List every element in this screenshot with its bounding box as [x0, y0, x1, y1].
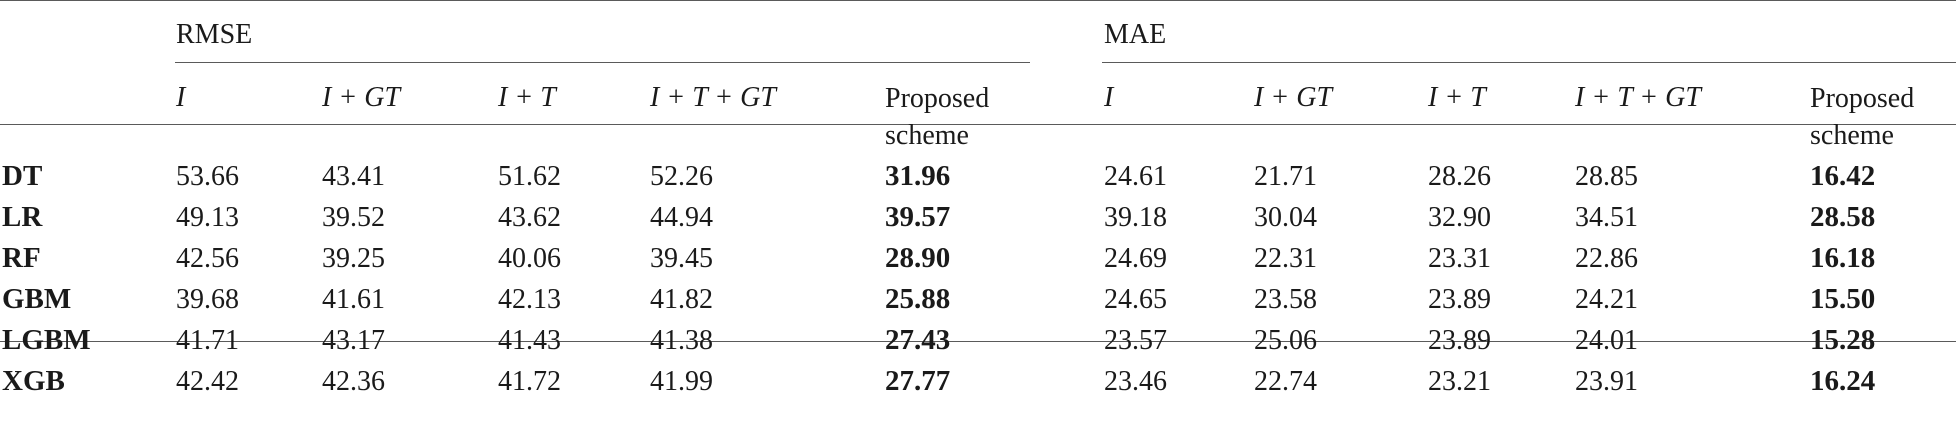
rmse-cell: 27.77 [885, 365, 951, 397]
rmse-col-i-t-gt: I + T + GT [650, 82, 776, 113]
mae-col-i: I [1104, 82, 1114, 113]
rmse-group-header: RMSE [176, 19, 253, 50]
mae-col-proposed: Proposed scheme [1810, 83, 1915, 151]
bottom-rule [0, 341, 1956, 342]
rmse-cell: 39.45 [650, 243, 713, 274]
mae-group-rule [1102, 62, 1956, 63]
mae-cell: 28.26 [1428, 161, 1491, 192]
mae-cell: 23.21 [1428, 366, 1491, 397]
mae-cell: 23.91 [1575, 366, 1638, 397]
mae-group-header: MAE [1104, 19, 1167, 50]
rmse-cell: 41.43 [498, 325, 561, 356]
mae-cell: 24.01 [1575, 325, 1638, 356]
mae-cell: 24.65 [1104, 284, 1167, 315]
mae-cell: 23.89 [1428, 325, 1491, 356]
rmse-cell: 41.72 [498, 366, 561, 397]
mae-cell: 23.31 [1428, 243, 1491, 274]
mae-cell: 28.85 [1575, 161, 1638, 192]
rmse-cell: 39.57 [885, 201, 951, 233]
rmse-cell: 25.88 [885, 283, 951, 315]
mae-cell: 23.57 [1104, 325, 1167, 356]
mae-cell: 24.61 [1104, 161, 1167, 192]
mae-col-i-gt: I + GT [1254, 82, 1333, 113]
rmse-cell: 27.43 [885, 324, 951, 356]
mae-cell: 23.89 [1428, 284, 1491, 315]
rmse-cell: 43.62 [498, 202, 561, 233]
header-bottom-rule [0, 124, 1956, 125]
rmse-cell: 42.13 [498, 284, 561, 315]
rmse-cell: 52.26 [650, 161, 713, 192]
rmse-cell: 39.25 [322, 243, 385, 274]
rmse-cell: 53.66 [176, 161, 239, 192]
mae-cell: 24.21 [1575, 284, 1638, 315]
mae-cell: 22.86 [1575, 243, 1638, 274]
mae-cell: 23.46 [1104, 366, 1167, 397]
rmse-group-rule [175, 62, 1030, 63]
rmse-col-i-t: I + T [498, 82, 556, 113]
rmse-cell: 42.42 [176, 366, 239, 397]
mae-cell: 23.58 [1254, 284, 1317, 315]
rmse-cell: 43.41 [322, 161, 385, 192]
rmse-cell: 49.13 [176, 202, 239, 233]
rmse-cell: 42.36 [322, 366, 385, 397]
rmse-cell: 41.99 [650, 366, 713, 397]
rmse-cell: 43.17 [322, 325, 385, 356]
row-label: XGB [2, 365, 65, 397]
rmse-cell: 41.61 [322, 284, 385, 315]
mae-cell: 32.90 [1428, 202, 1491, 233]
mae-cell: 15.28 [1810, 324, 1876, 356]
rmse-cell: 41.71 [176, 325, 239, 356]
mae-col-i-t-gt: I + T + GT [1575, 82, 1701, 113]
rmse-cell: 39.68 [176, 284, 239, 315]
mae-cell: 28.58 [1810, 201, 1876, 233]
rmse-cell: 41.38 [650, 325, 713, 356]
rmse-cell: 28.90 [885, 242, 951, 274]
mae-cell: 25.06 [1254, 325, 1317, 356]
mae-cell: 34.51 [1575, 202, 1638, 233]
mae-cell: 16.24 [1810, 365, 1876, 397]
row-label: LGBM [2, 324, 91, 356]
row-label: DT [2, 160, 43, 192]
rmse-cell: 40.06 [498, 243, 561, 274]
rmse-cell: 42.56 [176, 243, 239, 274]
mae-cell: 22.74 [1254, 366, 1317, 397]
mae-col-i-t: I + T [1428, 82, 1486, 113]
mae-cell: 24.69 [1104, 243, 1167, 274]
rmse-cell: 41.82 [650, 284, 713, 315]
row-label: RF [2, 242, 41, 274]
rmse-cell: 39.52 [322, 202, 385, 233]
mae-cell: 15.50 [1810, 283, 1876, 315]
mae-cell: 21.71 [1254, 161, 1317, 192]
mae-cell: 30.04 [1254, 202, 1317, 233]
rmse-col-i-gt: I + GT [322, 82, 401, 113]
rmse-cell: 51.62 [498, 161, 561, 192]
row-label: LR [2, 201, 43, 233]
rmse-cell: 31.96 [885, 160, 951, 192]
mae-cell: 16.18 [1810, 242, 1876, 274]
mae-cell: 39.18 [1104, 202, 1167, 233]
row-label: GBM [2, 283, 72, 315]
rmse-col-proposed: Proposed scheme [885, 83, 990, 151]
rmse-cell: 44.94 [650, 202, 713, 233]
mae-cell: 16.42 [1810, 160, 1876, 192]
top-rule [0, 0, 1956, 1]
rmse-col-i: I [176, 82, 186, 113]
mae-cell: 22.31 [1254, 243, 1317, 274]
